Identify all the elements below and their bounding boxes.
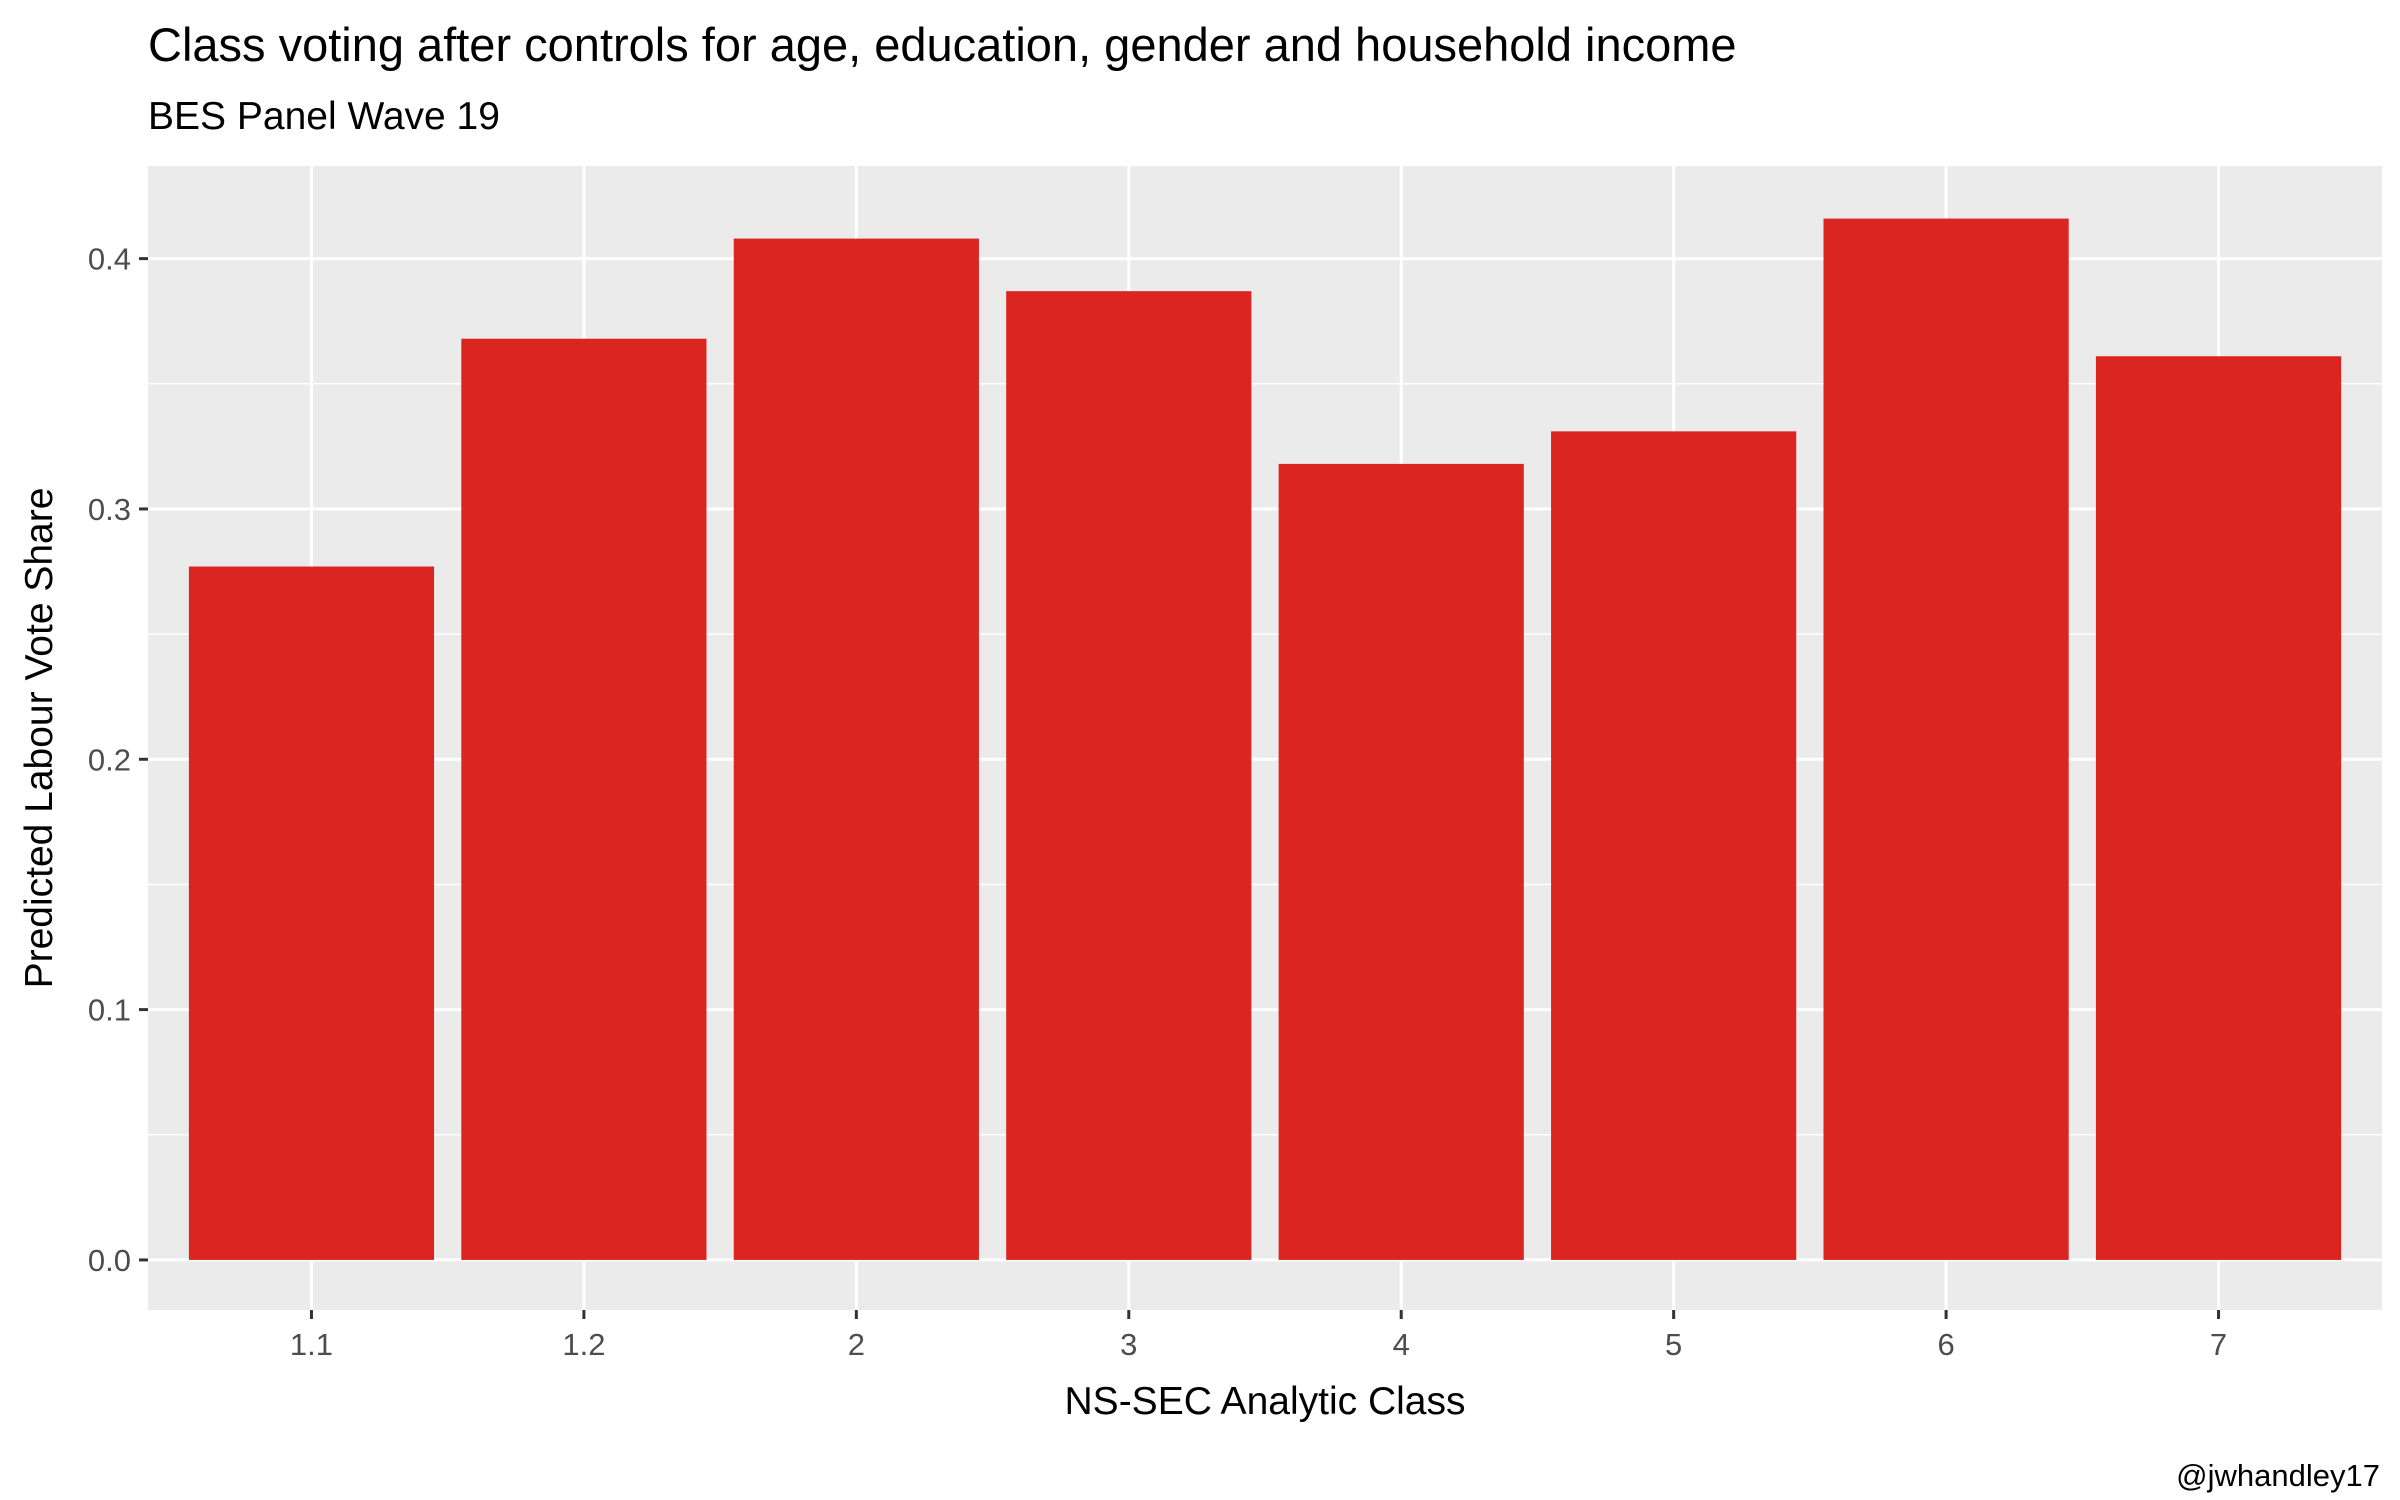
bar: [1278, 463, 1524, 1260]
bar: [461, 338, 707, 1260]
bar: [733, 238, 979, 1260]
x-axis: 1.1 1.2 2 3 4 5 6 7: [290, 1310, 2227, 1362]
x-axis-title: NS-SEC Analytic Class: [1065, 1380, 1466, 1423]
x-tick-label: 1.2: [562, 1327, 605, 1362]
x-tick-label: 3: [1120, 1327, 1137, 1362]
bars: [188, 218, 2342, 1260]
bar: [1006, 291, 1252, 1260]
bar: [188, 566, 435, 1260]
x-tick-label: 4: [1393, 1327, 1410, 1362]
y-tick-label: 0.2: [88, 742, 131, 777]
x-tick-label: 2: [848, 1327, 865, 1362]
x-tick-label: 6: [1937, 1327, 1954, 1362]
x-tick-label: 7: [2210, 1327, 2227, 1362]
bar: [1551, 431, 1797, 1260]
y-axis-title: Predicted Labour Vote Share: [18, 488, 61, 989]
chart-title: Class voting after controls for age, edu…: [148, 18, 1737, 71]
y-axis: 0.0 0.1 0.2 0.3 0.4: [88, 242, 148, 1278]
y-tick-label: 0.1: [88, 993, 131, 1028]
y-tick-label: 0.3: [88, 492, 131, 527]
chart-subtitle: BES Panel Wave 19: [148, 95, 500, 138]
y-tick-label: 0.0: [88, 1243, 131, 1278]
x-tick-label: 5: [1665, 1327, 1682, 1362]
chart-caption: @jwhandley17: [2176, 1458, 2380, 1493]
y-tick-label: 0.4: [88, 242, 131, 277]
bar: [2095, 356, 2342, 1260]
x-tick-label: 1.1: [290, 1327, 333, 1362]
bar: [1823, 218, 2069, 1260]
